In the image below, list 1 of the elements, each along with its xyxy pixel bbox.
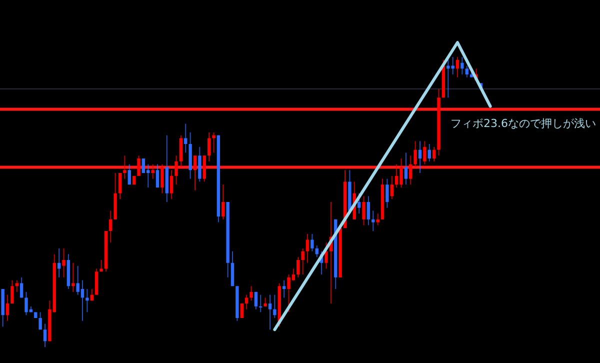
annotation: フィボ23.6なので押しが浅い <box>450 117 596 130</box>
